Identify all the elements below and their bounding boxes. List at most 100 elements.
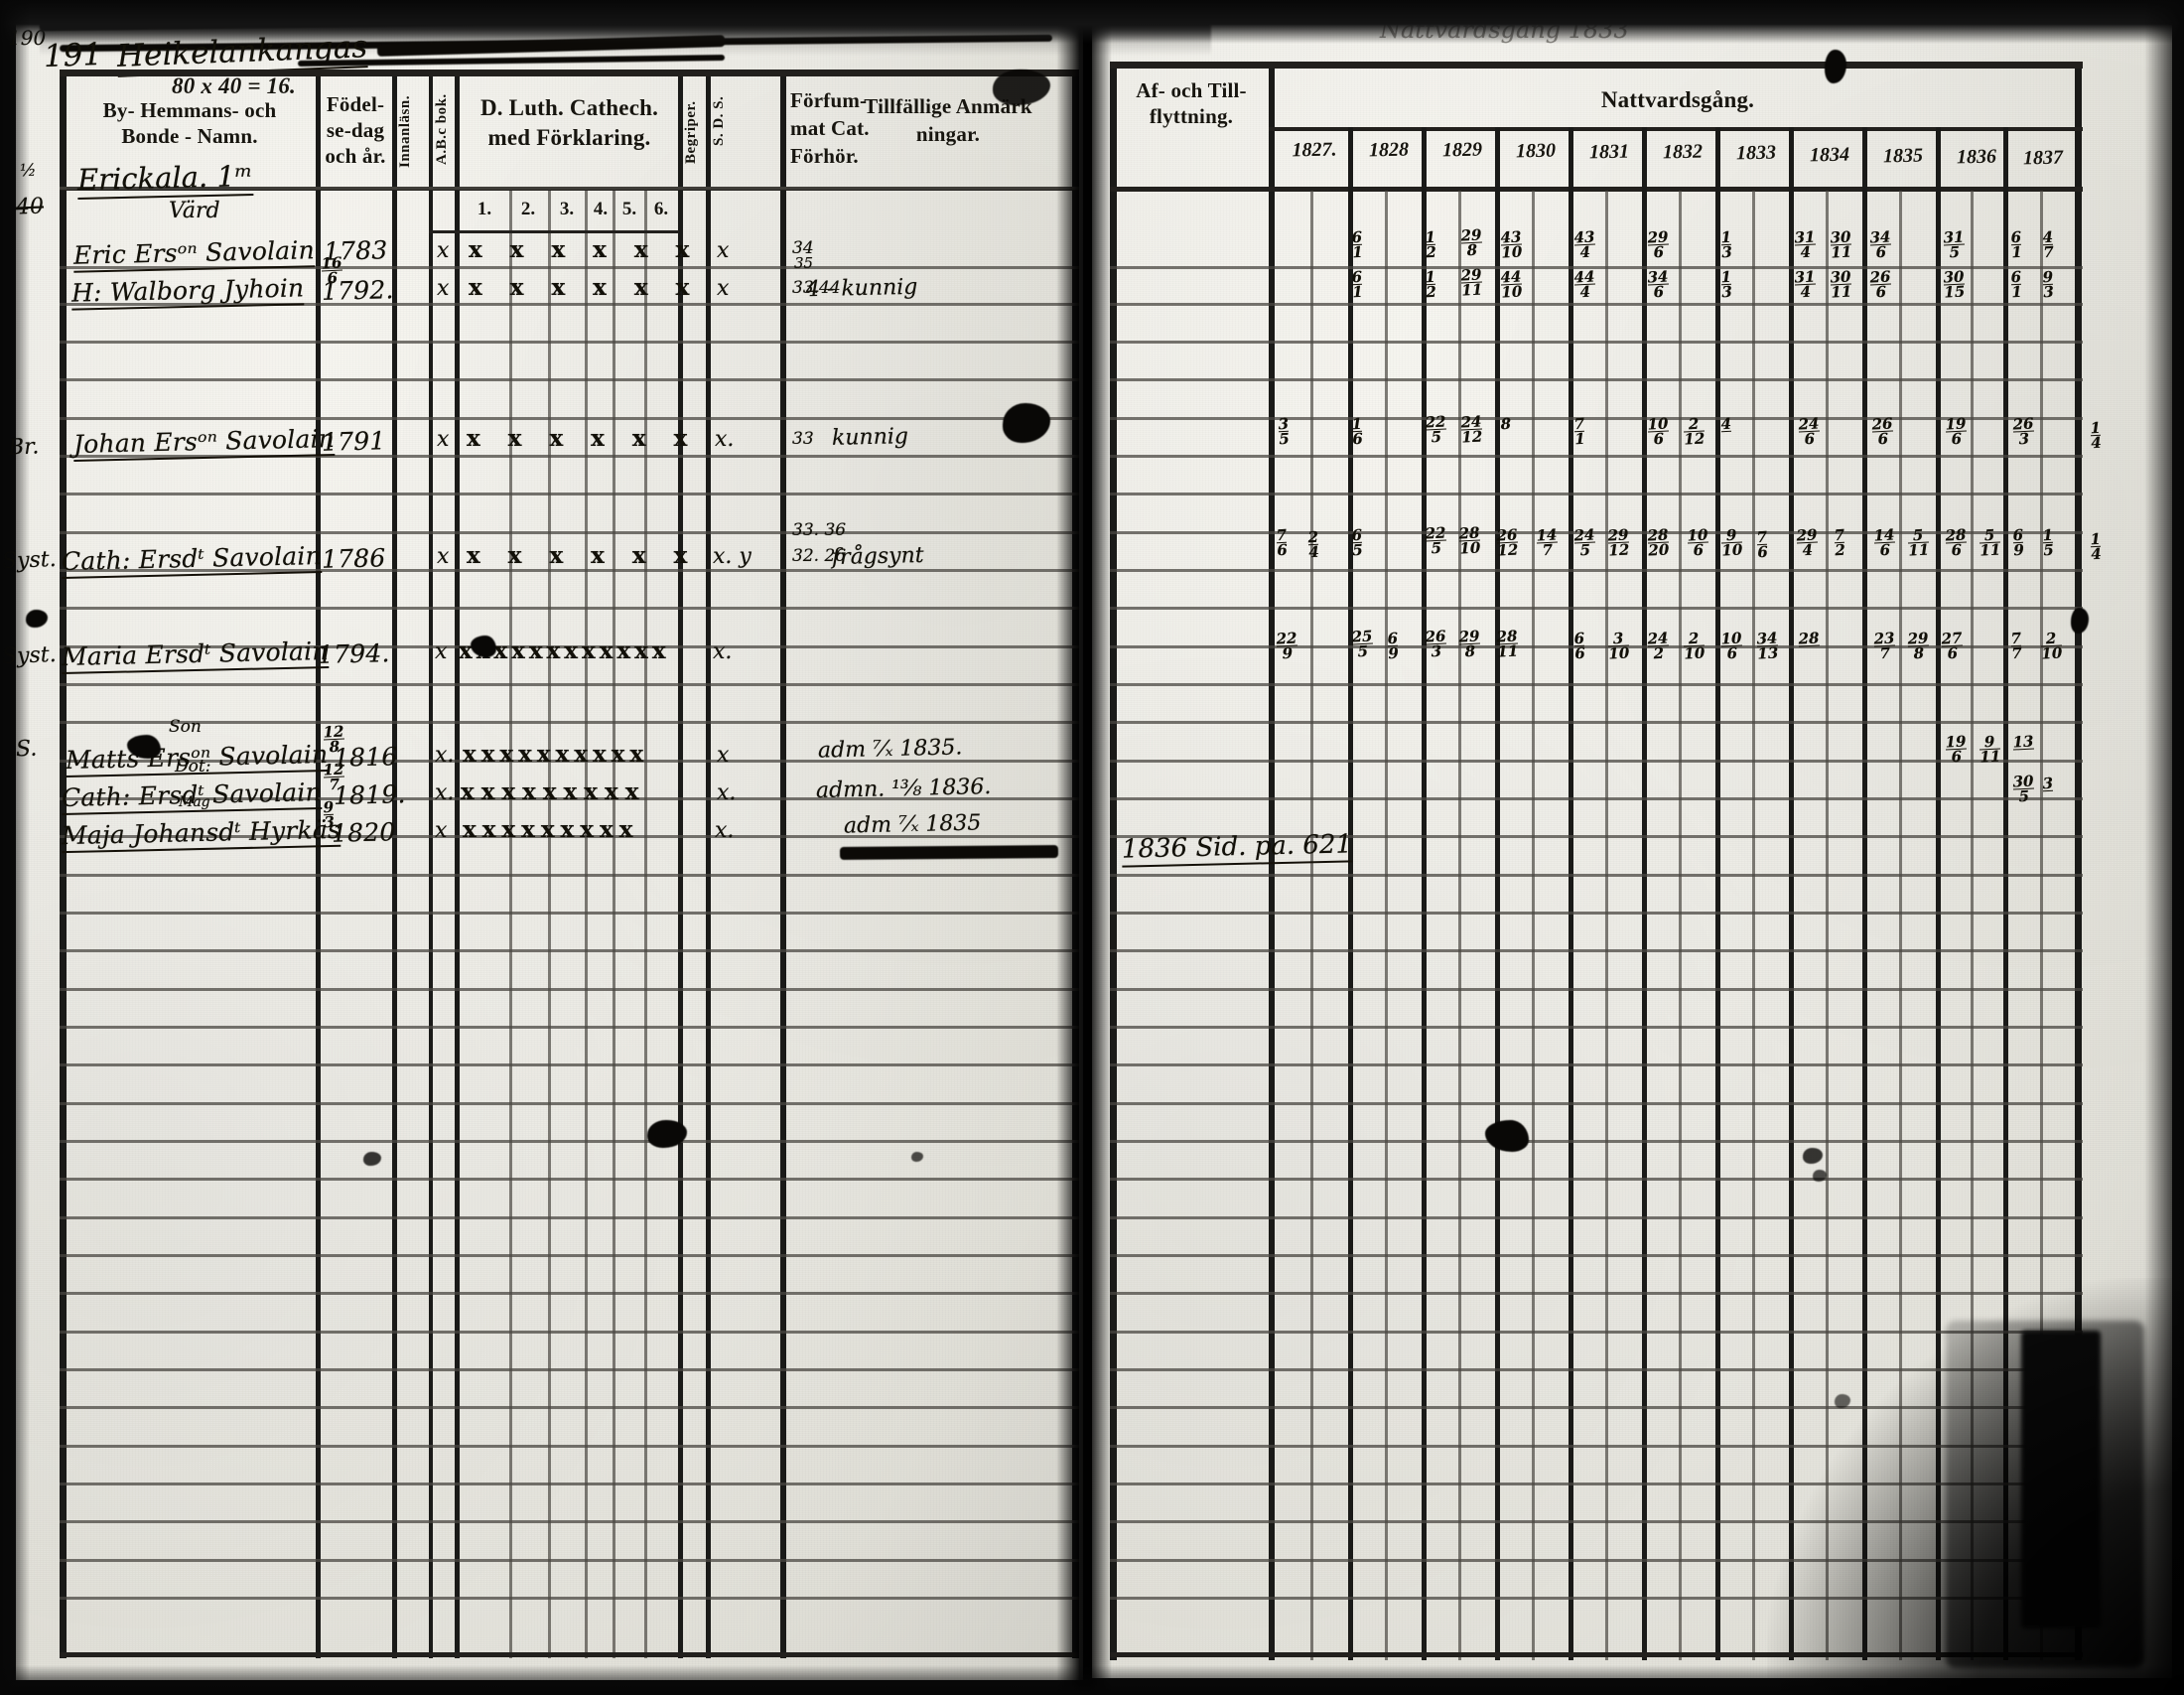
row-cathech-marks: xxxxxxxxxx (463, 741, 649, 768)
communion-entry: 28 (1798, 629, 1821, 662)
row-rule (60, 1406, 1079, 1409)
year-sep (1569, 127, 1573, 1660)
row-rule (60, 1254, 1079, 1257)
halfyear-sep (1605, 191, 1608, 1660)
row-cathech-marks: xxxxxxxxx (461, 778, 646, 805)
communion-entry: 27 6 (1941, 629, 1964, 663)
row-forsummat-upper: 33. 36 (792, 520, 847, 540)
row-anmarkningar: adm ⁷⁄ₓ 1835. (817, 735, 963, 764)
row-begriper-mark: x. y (713, 544, 751, 569)
header-forsummat-line1: Förfum- (790, 88, 868, 112)
row-anmarkningar: kunnig (831, 424, 909, 451)
communion-entry: 2 10 (1683, 629, 1706, 663)
year-sep (1789, 127, 1794, 1660)
row-rule-right (1110, 1597, 2083, 1600)
moving-note: 1836 Sid. pa. 621 (1121, 829, 1353, 868)
communion-entry: 5 11 (1907, 525, 1930, 560)
row-begriper-mark: x. (717, 780, 737, 805)
left-col-sep-cathech (678, 70, 683, 1658)
row-rule (60, 1178, 1079, 1181)
communion-entry: 26 3 (1425, 627, 1447, 661)
book-gutter-shadow (1056, 0, 1112, 1695)
communion-entry: 29 6 (1647, 227, 1670, 262)
row-anmarkningar: frågsynt (831, 542, 924, 571)
row-rule-right (1110, 303, 2083, 306)
communion-entry: 22 5 (1425, 523, 1447, 558)
communion-entry: 10 6 (1720, 629, 1743, 663)
row-rule (60, 988, 1079, 991)
left-col-sep-sds (780, 70, 786, 1658)
left-col-sep-innan (455, 70, 460, 1658)
header-abc-bok: A.B.c bok. (434, 93, 450, 166)
ink-blot-row5 (471, 636, 496, 657)
row-rule (60, 1520, 1079, 1523)
row-rule-right (1110, 493, 2083, 495)
communion-entry: 3 10 (1607, 629, 1630, 663)
right-table-border-outer (1110, 62, 1117, 1660)
year-header-1832: 1832 (1662, 140, 1704, 164)
row-begriper-mark: x (717, 238, 730, 263)
left-col-sep-name (316, 70, 321, 1658)
cathech-sub-1 (509, 189, 512, 1658)
row-rule-right (1110, 1483, 2083, 1485)
row-rule-right (1110, 1445, 2083, 1448)
row-begriper-mark: x (717, 743, 730, 768)
ink-blot-margin (26, 610, 48, 628)
communion-entry: 26 12 (1496, 525, 1519, 560)
row-rule (60, 1063, 1079, 1066)
communion-entry: 2 12 (1683, 414, 1706, 449)
row-abc-mark: x (435, 818, 448, 843)
communion-entry: 30 11 (1830, 267, 1852, 302)
row-rule (60, 378, 1079, 381)
communion-entry: 29 8 (1458, 627, 1481, 661)
year-header-1833: 1833 (1735, 141, 1777, 165)
ink-blot-right-5 (2071, 608, 2089, 634)
row-rule (60, 455, 1079, 458)
row-rule (60, 1102, 1079, 1105)
year-header-1834: 1834 (1809, 143, 1850, 167)
communion-entry: 30 15 (1943, 267, 1966, 302)
row-rule-right (1110, 683, 2083, 686)
row-anmarkningar: adm ⁷⁄ₓ 1835 (843, 810, 982, 839)
row-abc-mark: x (437, 544, 450, 569)
left-subheader-bottom-rule (429, 230, 679, 233)
row-rule (60, 760, 1079, 763)
row-rule-right (1110, 266, 2083, 269)
row-rule (60, 493, 1079, 495)
row-rule-right (1110, 417, 2083, 420)
row-rule (60, 303, 1079, 306)
ink-blot-right-4 (1813, 1170, 1827, 1182)
left-edge-vignette (0, 0, 30, 1695)
row-rule (60, 1292, 1079, 1295)
row-rule-right (1110, 1559, 2083, 1562)
communion-entry: 28 10 (1458, 523, 1481, 558)
row-rule-right (1110, 607, 2083, 610)
communion-entry: 26 6 (1869, 267, 1892, 302)
row-rule (60, 341, 1079, 344)
communion-entry: 22 5 (1425, 412, 1447, 447)
communion-entry: 24 5 (1573, 525, 1596, 560)
communion-entry: 29 11 (1460, 265, 1483, 300)
left-table-top-rule (60, 70, 1079, 76)
row-rule (60, 645, 1079, 648)
row-forsummat-sup: 35 (794, 254, 814, 272)
header-birth-line2: se-dag (326, 118, 385, 142)
row-begriper-mark: x. (715, 427, 735, 452)
top-edge-vignette (0, 0, 2184, 44)
halfyear-sep (2040, 191, 2043, 1660)
row-rule-right (1110, 1406, 2083, 1409)
row-rule (60, 1597, 1079, 1600)
communion-entry: 28 20 (1647, 525, 1670, 560)
row-forsummat: 34 (792, 238, 814, 258)
row-rule (60, 417, 1079, 420)
communion-entry: 29 8 (1460, 225, 1483, 260)
row-rule-right (1110, 1026, 2083, 1029)
row-name: Maja Johansdᵗ Hyrkäs (61, 814, 341, 854)
header-name-line1: By- Hemmans- och (102, 98, 277, 122)
